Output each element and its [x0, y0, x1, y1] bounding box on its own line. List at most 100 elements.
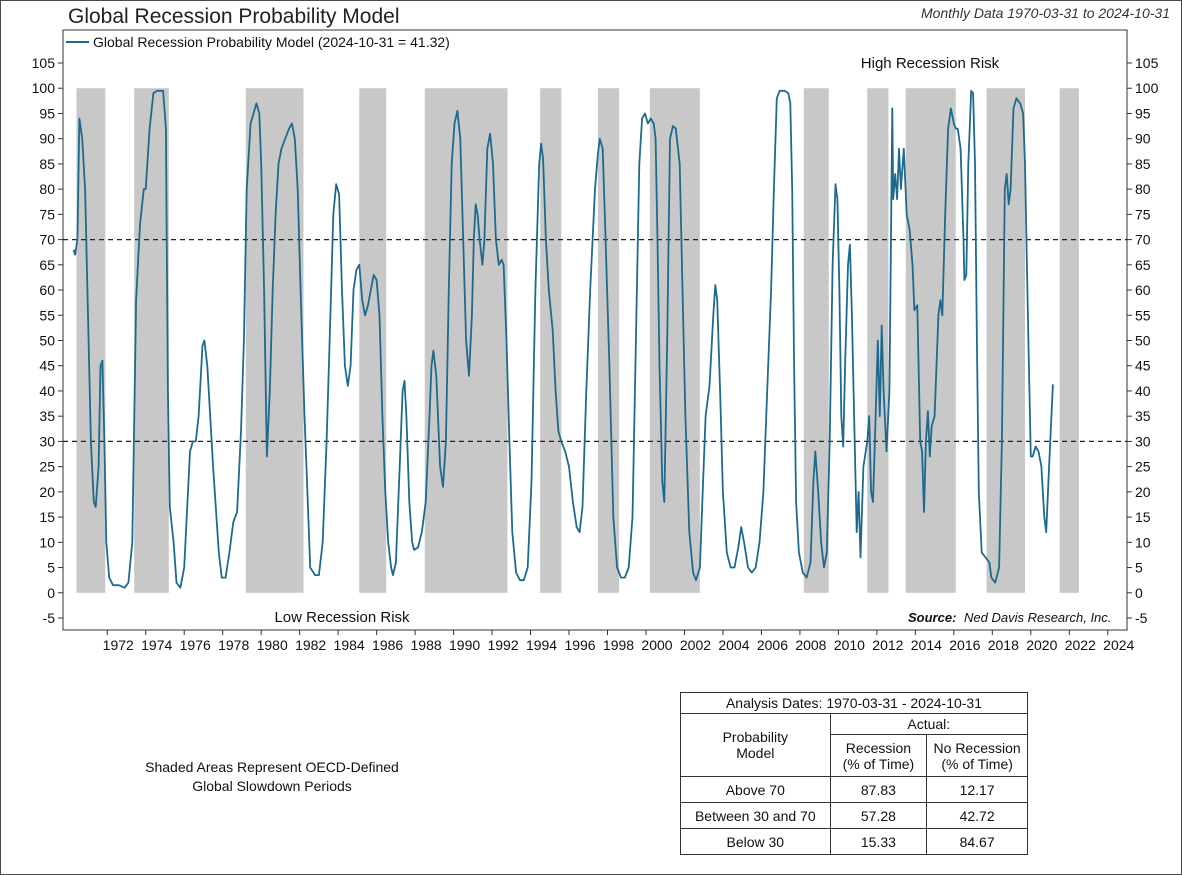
- shading-note-line1: Shaded Areas Represent OECD-Defined: [145, 759, 399, 775]
- x-tick-label: 1994: [526, 637, 557, 653]
- y-tick-label-right: 100: [1135, 80, 1159, 96]
- x-tick-label: 2022: [1065, 637, 1096, 653]
- low-risk-annotation: Low Recession Risk: [274, 609, 410, 626]
- y-tick-label-left: 0: [47, 585, 55, 601]
- x-tick-label: 1992: [487, 637, 518, 653]
- shaded-period: [649, 88, 700, 593]
- x-tick-label: 1998: [603, 637, 634, 653]
- y-tick-label-left: 100: [32, 80, 56, 96]
- y-tick-label-right: 30: [1135, 433, 1151, 449]
- y-tick-label-left: 60: [39, 282, 55, 298]
- x-tick-label: 1976: [180, 637, 211, 653]
- shaded-period: [803, 88, 829, 593]
- y-tick-label-left: 15: [39, 509, 55, 525]
- y-tick-label-right: 10: [1135, 534, 1151, 550]
- y-tick-label-left: 30: [39, 433, 55, 449]
- y-tick-label-left: 25: [39, 459, 55, 475]
- y-tick-label-right: 25: [1135, 459, 1151, 475]
- recession-header: Recession (% of Time): [829, 734, 928, 777]
- y-tick-label-right: 0: [1135, 585, 1143, 601]
- shading-note-line2: Global Slowdown Periods: [192, 778, 352, 794]
- actual-header: Actual:: [829, 713, 1029, 735]
- x-tick-label: 2014: [911, 637, 942, 653]
- row-label: Below 30: [680, 828, 831, 855]
- row-no-recession: 12.17: [926, 776, 1028, 803]
- row-label: Between 30 and 70: [680, 802, 831, 829]
- y-tick-label-left: 35: [39, 408, 55, 424]
- shaded-period: [986, 88, 1026, 593]
- row-label: Above 70: [680, 776, 831, 803]
- row-no-recession: 42.72: [926, 802, 1028, 829]
- chart-title: Global Recession Probability Model: [68, 5, 400, 28]
- y-tick-label-left: 5: [47, 560, 55, 576]
- x-tick-label: 1980: [257, 637, 288, 653]
- recession-header-line1: Recession: [845, 739, 912, 756]
- y-tick-label-left: 45: [39, 358, 55, 374]
- y-tick-label-left: 80: [39, 181, 55, 197]
- y-tick-label-right: 95: [1135, 105, 1151, 121]
- x-tick-label: 1990: [449, 637, 480, 653]
- shaded-period: [1059, 88, 1079, 593]
- y-tick-label-right: 80: [1135, 181, 1151, 197]
- no-recession-header-line2: (% of Time): [941, 755, 1013, 772]
- x-tick-label: 1996: [564, 637, 595, 653]
- x-tick-label: 1988: [411, 637, 442, 653]
- y-tick-label-left: 40: [39, 383, 55, 399]
- y-tick-label-right: 20: [1135, 484, 1151, 500]
- x-tick-label: 2012: [872, 637, 903, 653]
- row-no-recession: 84.67: [926, 828, 1028, 855]
- x-tick-label: 1986: [372, 637, 403, 653]
- x-tick-label: 2000: [641, 637, 672, 653]
- shaded-period: [134, 88, 169, 593]
- high-risk-annotation: High Recession Risk: [861, 55, 1000, 72]
- row-recession: 87.83: [829, 776, 928, 803]
- probability-series-line: [72, 89, 1054, 589]
- legend-label: Global Recession Probability Model (2024…: [93, 34, 450, 50]
- y-tick-label-left: 85: [39, 156, 55, 172]
- y-tick-label-right: 90: [1135, 131, 1151, 147]
- y-tick-label-left: 65: [39, 257, 55, 273]
- shaded-period: [905, 88, 956, 593]
- x-tick-label: 2010: [834, 637, 865, 653]
- probability-model-header-line1: Probability: [722, 729, 788, 745]
- shaded-period: [245, 88, 304, 593]
- plot-area-border: [62, 29, 1128, 631]
- analysis-table: Analysis Dates: 1970-03-31 - 2024-10-31 …: [680, 692, 1029, 855]
- y-tick-label-right: 60: [1135, 282, 1151, 298]
- no-recession-header: No Recession (% of Time): [926, 734, 1028, 777]
- y-tick-label-right: 85: [1135, 156, 1151, 172]
- y-tick-label-right: 15: [1135, 509, 1151, 525]
- source-label: Source:: [908, 610, 956, 625]
- probability-model-header: Probability Model: [680, 713, 831, 777]
- y-tick-label-left: 10: [39, 534, 55, 550]
- date-range-label: Monthly Data 1970-03-31 to 2024-10-31: [920, 5, 1170, 21]
- table-row: Above 70 87.83 12.17: [680, 776, 1028, 803]
- y-tick-label-left: 55: [39, 307, 55, 323]
- y-tick-label-right: 45: [1135, 358, 1151, 374]
- y-tick-label-right: 75: [1135, 206, 1151, 222]
- source-text: Ned Davis Research, Inc.: [964, 610, 1111, 625]
- shading-note: Shaded Areas Represent OECD-Defined Glob…: [112, 758, 432, 796]
- y-tick-label-left: 95: [39, 105, 55, 121]
- analysis-dates-header: Analysis Dates: 1970-03-31 - 2024-10-31: [680, 692, 1028, 714]
- x-tick-label: 1984: [334, 637, 365, 653]
- shaded-period: [359, 88, 387, 593]
- y-tick-label-left: -5: [43, 610, 56, 626]
- no-recession-header-line1: No Recession: [933, 739, 1021, 756]
- y-tick-label-right: 105: [1135, 55, 1159, 71]
- y-tick-label-left: 75: [39, 206, 55, 222]
- x-tick-label: 2004: [718, 637, 749, 653]
- recession-header-line2: (% of Time): [842, 755, 915, 772]
- y-tick-label-right: -5: [1135, 610, 1148, 626]
- table-row: Between 30 and 70 57.28 42.72: [680, 802, 1028, 829]
- x-tick-label: 1978: [218, 637, 249, 653]
- y-tick-label-right: 35: [1135, 408, 1151, 424]
- probability-model-header-line2: Model: [736, 745, 775, 761]
- x-tick-label: 1974: [141, 637, 172, 653]
- y-tick-label-right: 50: [1135, 333, 1151, 349]
- table-row: Below 30 15.33 84.67: [680, 828, 1028, 855]
- y-tick-label-left: 105: [32, 55, 56, 71]
- shaded-period: [76, 88, 106, 593]
- x-tick-label: 2020: [1026, 637, 1057, 653]
